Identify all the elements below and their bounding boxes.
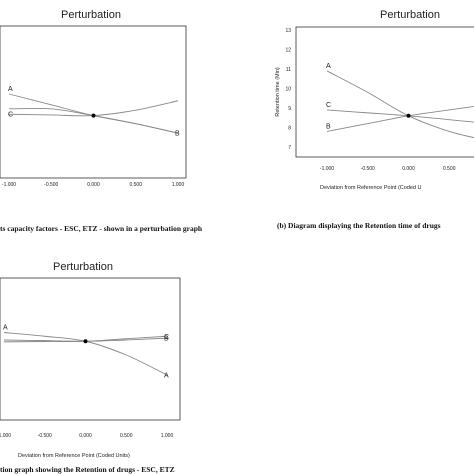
panel-c-x-tick-label: 1.000 xyxy=(161,433,174,439)
panel-b-plot-frame xyxy=(295,26,474,158)
panel-a-series-b-line xyxy=(8,107,179,134)
panel-b-x-tick-label: -1.000 xyxy=(320,166,334,172)
panel-b-x-tick-label: -0.500 xyxy=(361,166,375,172)
panel-b-y-tick-label: 11 xyxy=(286,67,291,73)
panel-b-x-axis-label: Deviation from Reference Point (Coded U xyxy=(320,185,422,191)
panel-b-series-a-label: A xyxy=(326,63,331,70)
panel-b-y-axis-label: Retention time (Min) xyxy=(275,67,281,117)
panel-c-series-a-label: A xyxy=(164,373,169,380)
panel-b-y-tick-label: 7 xyxy=(288,145,291,151)
panel-a: Perturbation -1.000 -0.500 0.000 0.500 1.000… xyxy=(0,9,203,233)
panel-c-plot-frame xyxy=(0,277,181,421)
panel-b-series-b-label: B xyxy=(326,123,331,130)
panel-c-reference-point xyxy=(83,339,88,344)
panel-a-x-tick-label: 0.000 xyxy=(87,182,100,188)
panel-a-plot-frame xyxy=(0,25,187,179)
panel-b-series-c-label: C xyxy=(326,102,331,109)
panel-b-series-a-line xyxy=(326,70,474,139)
panel-a-x-tick-label: 0.500 xyxy=(129,182,142,188)
panel-b-reference-point xyxy=(406,113,411,118)
panel-c-series-a-label: A xyxy=(3,325,8,332)
panel-a-x-tick-label: -1.000 xyxy=(2,182,16,188)
panel-a-series-b-label: B xyxy=(175,131,180,138)
panel-b-title: Perturbation xyxy=(380,9,440,21)
panel-c-x-tick-label: -0.500 xyxy=(38,433,52,439)
panel-b-x-tick-label: 0.000 xyxy=(402,166,415,172)
panel-c-caption: tion graph showing the Retention of drug… xyxy=(0,465,175,474)
panel-b-y-tick-label: 10 xyxy=(285,86,291,92)
panel-c: Perturbation -1.000 -0.500 0.000 0.500 1.000… xyxy=(0,261,181,474)
panel-b-series-b-line xyxy=(326,105,474,132)
panel-b-y-tick-label: 12 xyxy=(285,47,291,53)
panel-c-series-c-label: C xyxy=(164,334,169,341)
panel-a-title: Perturbation xyxy=(61,9,121,21)
panel-a-x-tick-label: 1.000 xyxy=(172,182,185,188)
panel-b-caption: (b) Diagram displaying the Retention tim… xyxy=(277,221,441,230)
panel-b-y-tick-label: 8 xyxy=(288,125,291,131)
panel-a-series-c-label: C xyxy=(8,111,13,118)
panel-b-y-tick-label: 9 xyxy=(288,106,291,112)
panel-a-reference-point xyxy=(91,113,96,118)
panel-c-x-tick-label: 0.000 xyxy=(79,433,92,439)
panel-c-title: Perturbation xyxy=(53,261,113,273)
panel-a-x-tick-label: -0.500 xyxy=(44,182,58,188)
panel-c-series-b-label: B xyxy=(164,336,169,343)
panel-b: Perturbation Retention time (Min) -1.000… xyxy=(275,9,474,230)
panel-b-y-tick-label: 13 xyxy=(285,28,291,34)
panel-c-x-tick-label: 0.500 xyxy=(120,433,133,439)
panel-c-x-axis-label: Deviation from Reference Point (Coded Un… xyxy=(18,453,130,459)
panel-c-x-tick-label: -1.000 xyxy=(0,433,11,439)
panel-a-caption: ts capacity factors - ESC, ETZ - shown i… xyxy=(0,224,203,233)
panel-b-x-tick-label: 0.500 xyxy=(443,166,456,172)
panel-a-series-a-label: A xyxy=(8,86,13,93)
